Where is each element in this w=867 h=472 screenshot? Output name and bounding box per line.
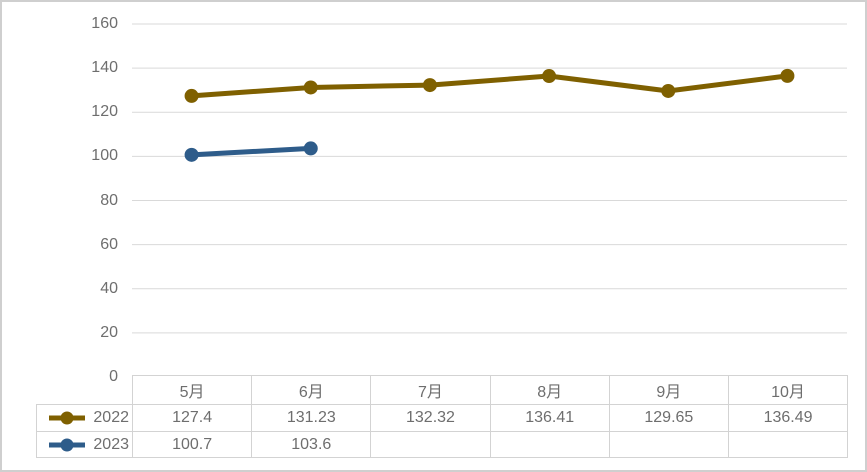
table-corner-blank — [37, 376, 133, 405]
y-axis-tick-label: 0 — [109, 368, 118, 385]
series-line-2023 — [189, 145, 314, 158]
month-header-cell: 5月 — [131, 375, 253, 405]
month-header-cell: 10月 — [727, 375, 849, 405]
data-point-marker — [780, 68, 795, 83]
data-point-marker — [422, 78, 437, 93]
y-axis-tick-label: 60 — [100, 235, 118, 253]
data-point-marker — [661, 83, 676, 98]
data-point-marker — [303, 141, 318, 156]
month-header-cell: 8月 — [489, 375, 610, 405]
y-axis-tick-labels: 0 20 40 60 80 100 120 140 160 — [2, 2, 118, 470]
value-cell: 136.49 — [727, 404, 849, 432]
y-axis-tick-label: 120 — [91, 103, 118, 121]
value-cell: 100.7 — [131, 431, 253, 458]
y-axis-tick-label: 100 — [91, 147, 118, 165]
legend-label: 2023 — [93, 435, 129, 453]
data-point-marker — [542, 69, 557, 84]
value-cell — [608, 431, 729, 458]
data-table-wrap: 5月 6月 7月 8月 9月 10月 2022 127.4 — [36, 375, 849, 458]
month-header-cell: 7月 — [370, 375, 491, 405]
series-line-2022 — [189, 73, 790, 99]
table-header-row: 5月 6月 7月 8月 9月 10月 — [37, 375, 849, 405]
y-axis-tick-label: 160 — [91, 15, 118, 32]
series-2022-line-marker-icon — [49, 411, 86, 425]
table-row-2023: 2023 100.7 103.6 — [36, 431, 849, 458]
value-cell: 131.23 — [251, 404, 372, 432]
value-cell: 129.65 — [608, 404, 729, 432]
y-axis-tick-label: 20 — [100, 323, 118, 341]
value-cell: 127.4 — [131, 404, 253, 432]
legend-cell-2023: 2023 — [36, 431, 133, 458]
y-axis-tick-label: 140 — [91, 59, 118, 77]
legend-cell-2022: 2022 — [36, 404, 133, 432]
month-header-cell: 9月 — [608, 375, 729, 405]
month-header-cell: 6月 — [251, 375, 372, 405]
y-axis-tick-label: 40 — [100, 279, 118, 297]
table-row-2022: 2022 127.4 131.23 132.32 136.41 129.65 1… — [36, 404, 849, 432]
data-table: 5月 6月 7月 8月 9月 10月 2022 127.4 — [36, 375, 849, 458]
data-point-marker — [184, 147, 199, 162]
value-cell — [370, 431, 491, 458]
value-cell — [489, 431, 610, 458]
value-cell: 136.41 — [489, 404, 610, 432]
data-point-marker — [184, 88, 199, 103]
data-point-marker — [303, 80, 318, 95]
legend-label: 2022 — [93, 409, 129, 426]
value-cell: 103.6 — [251, 431, 372, 458]
series-2023-line-marker-icon — [49, 438, 86, 451]
value-cell: 132.32 — [370, 404, 491, 432]
y-axis-tick-label: 80 — [100, 191, 118, 209]
value-cell — [727, 431, 849, 458]
